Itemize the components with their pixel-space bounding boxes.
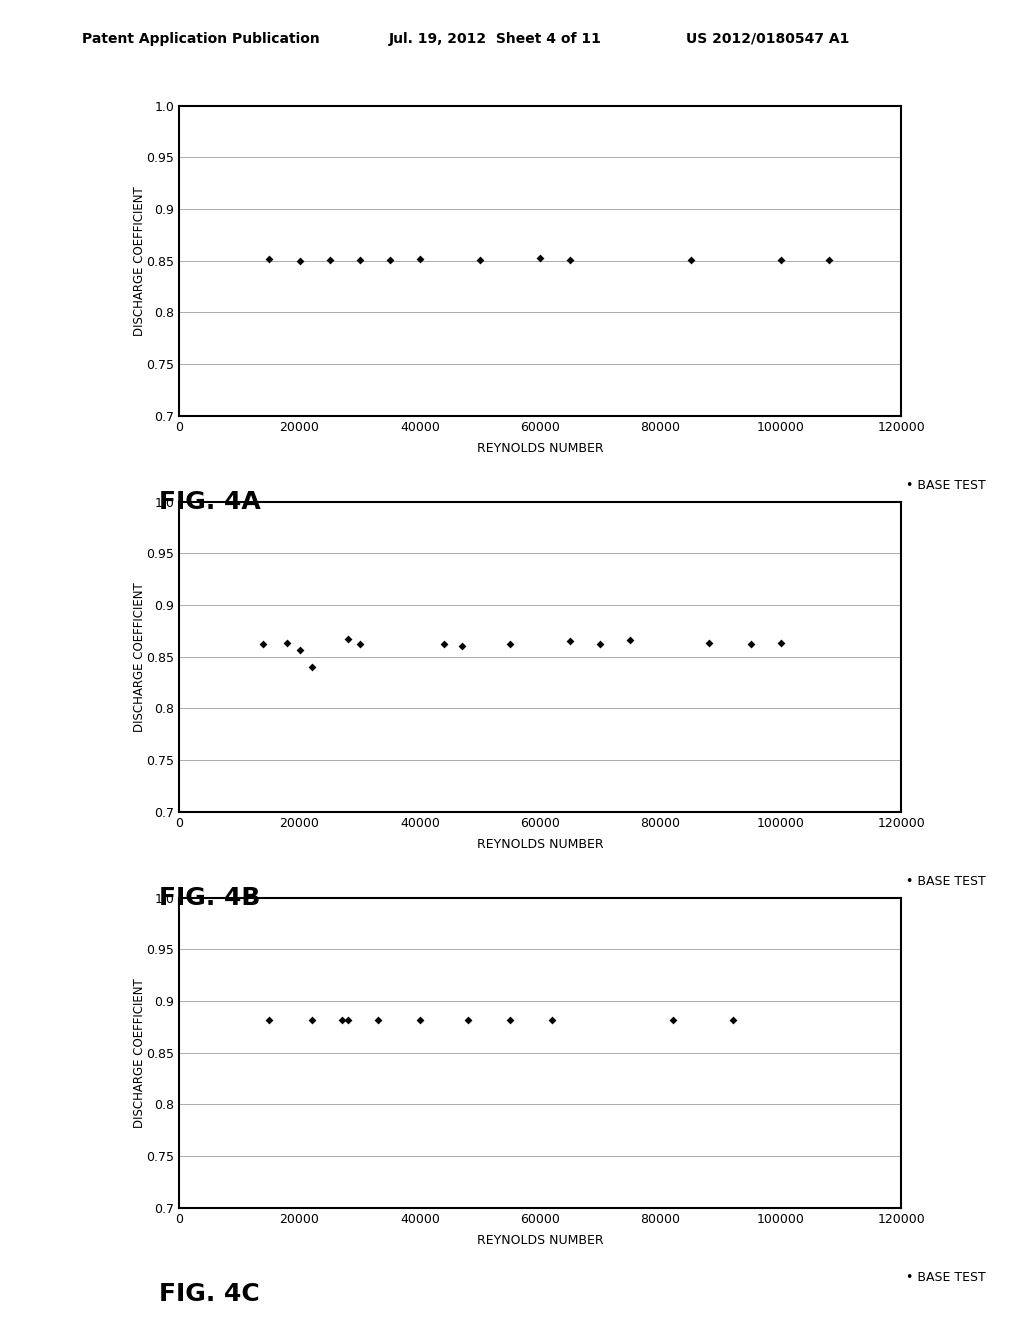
Point [502,1008,518,1030]
Point [339,628,356,649]
X-axis label: REYNOLDS NUMBER: REYNOLDS NUMBER [477,442,603,455]
Point [334,1008,350,1030]
Point [351,249,368,271]
Point [592,634,608,655]
Y-axis label: DISCHARGE COEFFICIENT: DISCHARGE COEFFICIENT [133,186,145,335]
X-axis label: REYNOLDS NUMBER: REYNOLDS NUMBER [477,838,603,851]
Y-axis label: DISCHARGE COEFFICIENT: DISCHARGE COEFFICIENT [133,978,145,1127]
Text: Jul. 19, 2012  Sheet 4 of 11: Jul. 19, 2012 Sheet 4 of 11 [389,32,602,46]
Text: US 2012/0180547 A1: US 2012/0180547 A1 [686,32,850,46]
Text: • BASE TEST: • BASE TEST [906,1271,986,1284]
Point [562,249,579,271]
Text: • BASE TEST: • BASE TEST [906,875,986,888]
Point [724,1008,740,1030]
Point [303,1008,319,1030]
Text: • BASE TEST: • BASE TEST [906,479,986,492]
Text: FIG. 4A: FIG. 4A [159,490,260,513]
Point [665,1008,681,1030]
Point [772,632,788,653]
Text: FIG. 4B: FIG. 4B [159,886,260,909]
Text: Patent Application Publication: Patent Application Publication [82,32,319,46]
Point [412,1008,428,1030]
Point [322,249,338,271]
Point [472,249,488,271]
Point [531,247,548,268]
Point [772,249,788,271]
Point [382,249,398,271]
Point [351,634,368,655]
Point [412,248,428,269]
Point [623,630,639,651]
Point [544,1008,560,1030]
Point [700,632,717,653]
Point [261,1008,278,1030]
Point [682,249,698,271]
Point [502,634,518,655]
X-axis label: REYNOLDS NUMBER: REYNOLDS NUMBER [477,1234,603,1247]
Point [562,631,579,652]
Text: FIG. 4C: FIG. 4C [159,1282,259,1305]
Point [370,1008,386,1030]
Point [255,634,271,655]
Point [303,656,319,677]
Point [454,636,470,657]
Point [291,251,307,272]
Point [280,632,296,653]
Point [435,634,452,655]
Point [261,248,278,269]
Point [339,1008,356,1030]
Y-axis label: DISCHARGE COEFFICIENT: DISCHARGE COEFFICIENT [133,582,145,731]
Point [742,634,759,655]
Point [820,249,837,271]
Point [460,1008,476,1030]
Point [291,640,307,661]
